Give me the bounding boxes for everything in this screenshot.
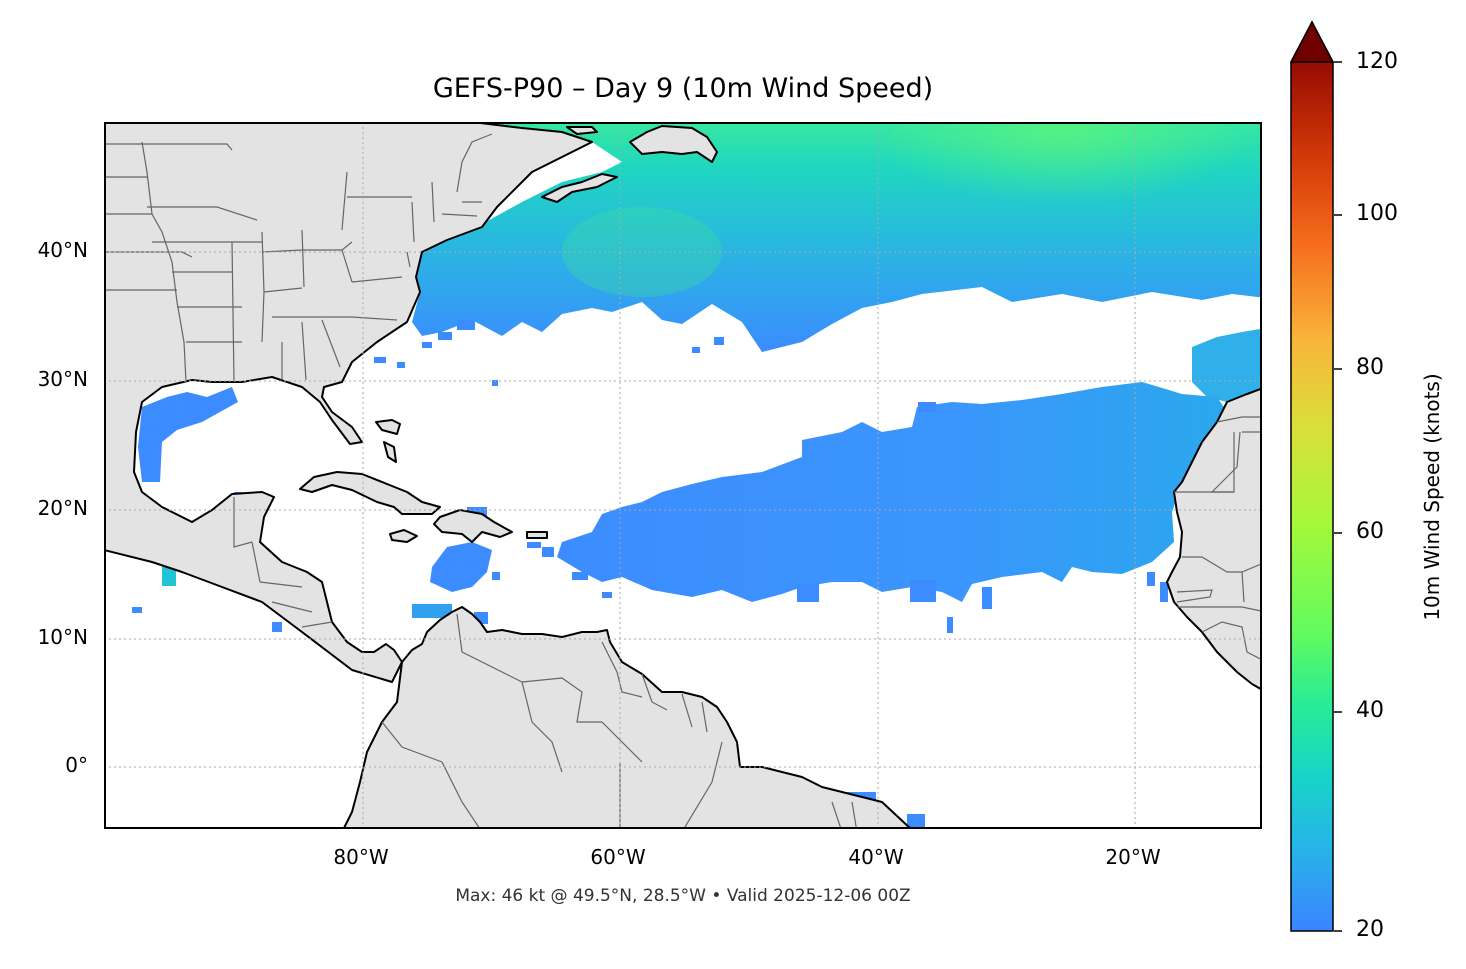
land-atlantic-canada <box>541 125 718 203</box>
cbar-tick-40: 40 <box>1356 698 1384 723</box>
wind-field-caribbean <box>412 507 541 624</box>
x-tick-60w: 60°W <box>590 845 646 869</box>
land-north-america <box>106 124 593 683</box>
max-valid-caption: Max: 46 kt @ 49.5°N, 28.5°W • Valid 2025… <box>455 886 911 906</box>
y-tick-30n: 30°N <box>37 367 88 391</box>
cbar-tick-80: 80 <box>1356 355 1384 380</box>
map-canvas <box>106 124 1260 827</box>
x-tick-40w: 40°W <box>848 845 904 869</box>
y-tick-10n: 10°N <box>37 625 88 649</box>
wind-field-trades <box>542 382 1227 633</box>
y-tick-0: 0° <box>65 753 88 777</box>
land-south-america <box>343 606 911 827</box>
x-tick-80w: 80°W <box>333 845 389 869</box>
colorbar-ticks <box>1334 61 1342 932</box>
map-title: GEFS-P90 – Day 9 (10m Wind Speed) <box>432 73 934 104</box>
cbar-tick-100: 100 <box>1356 201 1398 226</box>
colorbar-label: 10m Wind Speed (knots) <box>1420 373 1444 621</box>
graticule <box>106 124 1260 827</box>
cbar-tick-120: 120 <box>1356 49 1398 74</box>
state-country-borders <box>106 133 1260 827</box>
map-plot-area <box>104 122 1262 829</box>
wind-field-canary <box>1192 329 1260 402</box>
x-tick-20w: 20°W <box>1105 845 1161 869</box>
cbar-tick-60: 60 <box>1356 519 1384 544</box>
wind-field-north <box>374 124 1260 386</box>
y-tick-40n: 40°N <box>37 238 88 262</box>
cbar-tick-20: 20 <box>1356 917 1384 942</box>
colorbar <box>1290 20 1334 932</box>
y-tick-20n: 20°N <box>37 496 88 520</box>
